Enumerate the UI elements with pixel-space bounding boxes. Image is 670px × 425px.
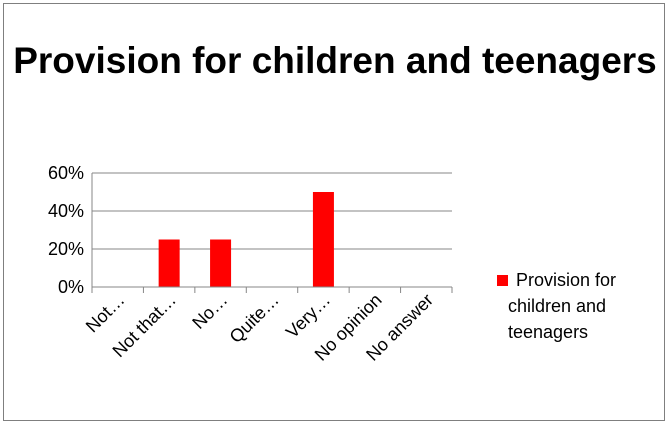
chart-frame: Provision for children and teenagers	[3, 3, 665, 421]
legend: Provision for children and teenagers	[497, 270, 616, 342]
y-tick-label: 0%	[58, 277, 84, 297]
x-tick-labels: Not…Not that… No…Quite… Very…No opinionNo …	[82, 290, 437, 365]
x-tick-label: Not…	[82, 290, 129, 337]
y-tick-label: 60%	[48, 163, 84, 183]
y-tick-label: 40%	[48, 201, 84, 221]
axes	[91, 173, 453, 293]
bar	[158, 239, 180, 287]
y-tick-label: 20%	[48, 239, 84, 259]
bars	[158, 192, 334, 287]
y-tick-labels: 0% 20% 40% 60%	[48, 163, 84, 297]
gridlines	[92, 172, 452, 250]
bar	[312, 192, 334, 287]
x-tick-label: Quite…	[226, 290, 283, 347]
chart-title: Provision for children and teenagers	[13, 40, 657, 81]
legend-label: Provision for children and teenagers	[508, 270, 616, 342]
legend-swatch	[497, 275, 508, 286]
x-tick-label: No…	[188, 290, 231, 333]
bar	[210, 239, 232, 287]
